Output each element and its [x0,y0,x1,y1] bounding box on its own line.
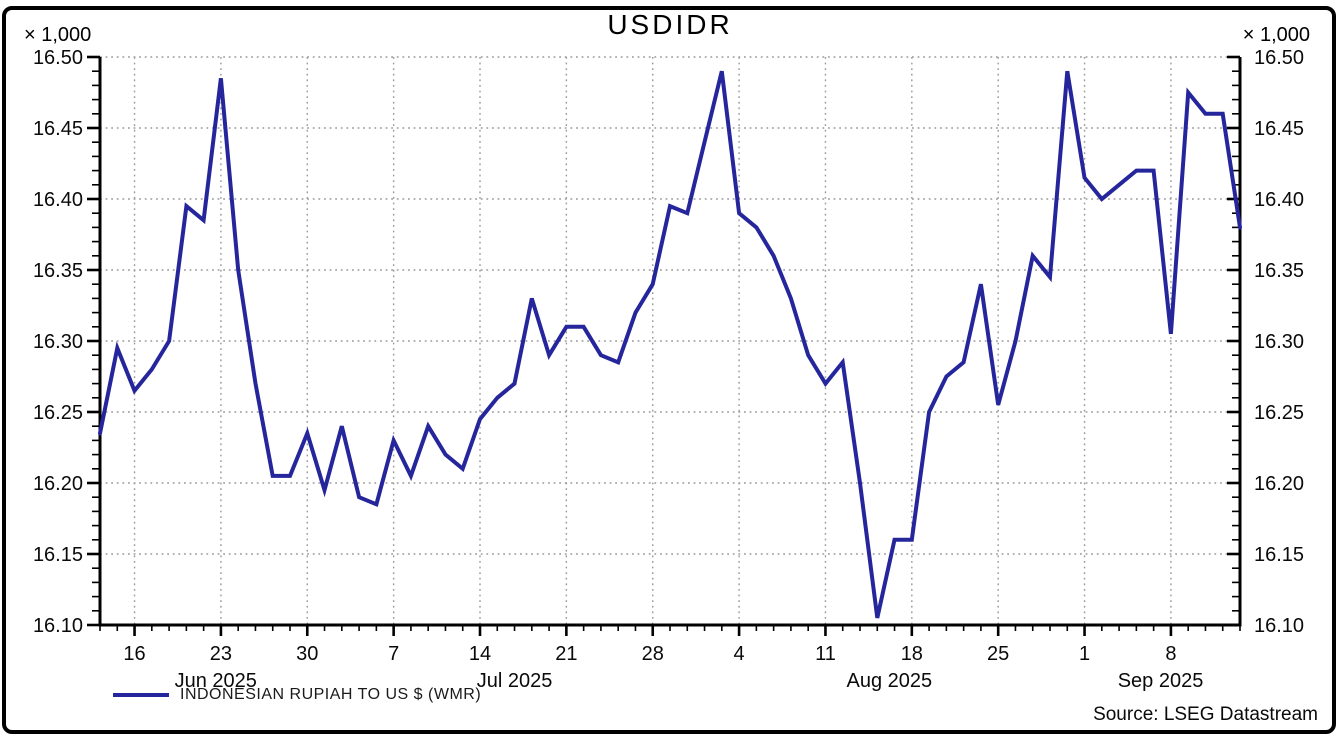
y-axis-label-left: 16.50 [33,47,83,69]
y-axis-label-right: 16.40 [1254,189,1304,211]
left-axis-scale-note: × 1,000 [24,24,92,46]
y-axis-label-left: 16.35 [33,260,83,282]
x-axis-day-label: 16 [123,643,145,665]
x-axis-month-label: Jul 2025 [477,670,553,692]
x-axis-day-label: 28 [642,643,664,665]
legend-series-label: INDONESIAN RUPIAH TO US $ (WMR) [180,686,482,703]
series-line-usdidr [98,70,1242,619]
y-axis-label-right: 16.20 [1254,473,1304,495]
x-axis-day-label: 1 [1079,643,1090,665]
y-axis-label-left: 16.25 [33,402,83,424]
y-axis-label-left: 16.10 [33,615,83,637]
y-axis-label-left: 16.30 [33,331,83,353]
x-axis-day-label: 11 [815,643,836,665]
x-axis-day-label: 25 [987,643,1009,665]
chart-title: USDIDR [607,9,733,40]
x-axis-month-label: Aug 2025 [847,670,933,692]
y-axis-label-left: 16.40 [33,189,83,211]
x-axis-day-label: 30 [296,643,318,665]
source-credit: Source: LSEG Datastream [1093,704,1318,725]
x-axis-day-label: 21 [555,643,577,665]
y-axis-label-right: 16.50 [1254,47,1304,69]
y-axis-label-right: 16.10 [1254,615,1304,637]
y-axis-label-right: 16.15 [1254,544,1304,566]
y-axis-label-left: 16.45 [33,118,83,140]
x-axis-day-label: 23 [210,643,232,665]
y-axis-label-right: 16.35 [1254,260,1304,282]
x-axis-day-label: 18 [901,643,923,665]
x-axis-day-label: 8 [1165,643,1176,665]
x-axis-day-label: 4 [734,643,745,665]
y-axis-label-left: 16.20 [33,473,83,495]
x-axis-day-label: 7 [388,643,399,665]
y-axis-label-right: 16.25 [1254,402,1304,424]
x-axis-day-label: 14 [469,643,491,665]
legend: INDONESIAN RUPIAH TO US $ (WMR) [113,686,481,704]
right-axis-scale-note: × 1,000 [1242,24,1310,46]
legend-line-swatch [113,693,169,697]
y-axis-label-left: 16.15 [33,544,83,566]
x-axis-month-label: Sep 2025 [1118,670,1204,692]
y-axis-label-right: 16.30 [1254,331,1304,353]
x-axis-month-label: Jun 2025 [175,670,257,692]
y-axis-label-right: 16.45 [1254,118,1304,140]
